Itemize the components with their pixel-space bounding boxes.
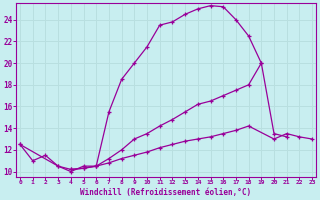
X-axis label: Windchill (Refroidissement éolien,°C): Windchill (Refroidissement éolien,°C) — [81, 188, 252, 197]
